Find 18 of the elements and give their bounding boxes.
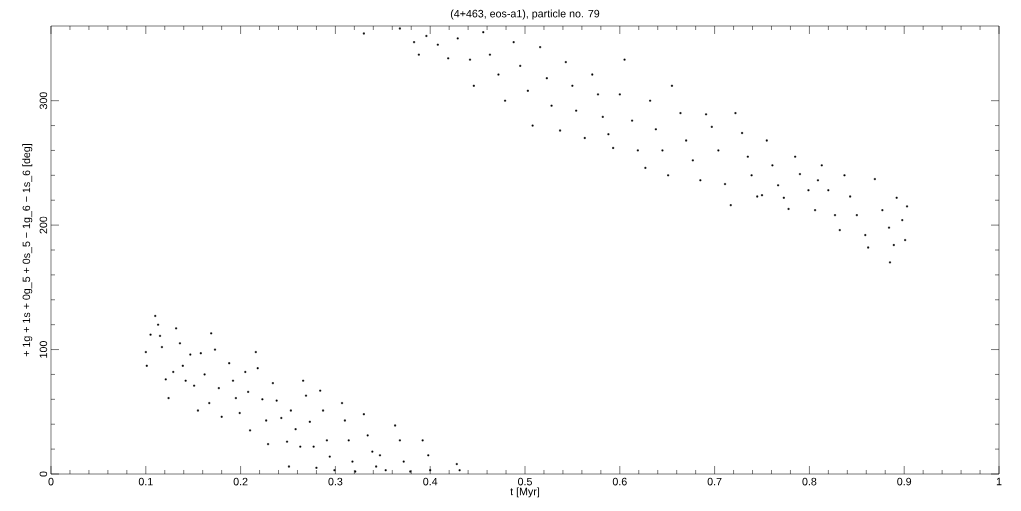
x-tick-label: 0.8 — [802, 477, 817, 486]
x-tick-label: 0.9 — [897, 477, 912, 486]
x-axis-title: t [Myr] — [510, 487, 540, 498]
y-tick-label: 300 — [39, 92, 48, 110]
x-tick-label: 0 — [48, 477, 54, 486]
y-tick-label: 200 — [39, 216, 48, 234]
chart-title: (4+463, eos-a1), particle no. 79 — [450, 9, 600, 20]
x-tick-label: 0.4 — [423, 477, 438, 486]
x-tick-label: 0.2 — [233, 477, 248, 486]
y-axis-title: + 1g + 1s + 0g_5 + 0s_5 − 1g_6 − 1s_6 [deg] — [22, 144, 33, 357]
y-tick-label: 100 — [39, 341, 48, 358]
x-tick-label: 1 — [996, 477, 1002, 486]
x-tick-label: 0.3 — [328, 477, 343, 486]
x-tick-label: 0.7 — [707, 477, 722, 486]
x-tick-label: 0.1 — [138, 477, 153, 486]
x-tick-label: 0.6 — [612, 477, 627, 486]
x-tick-label: 0.5 — [518, 477, 532, 486]
y-tick-label: 0 — [39, 471, 48, 477]
